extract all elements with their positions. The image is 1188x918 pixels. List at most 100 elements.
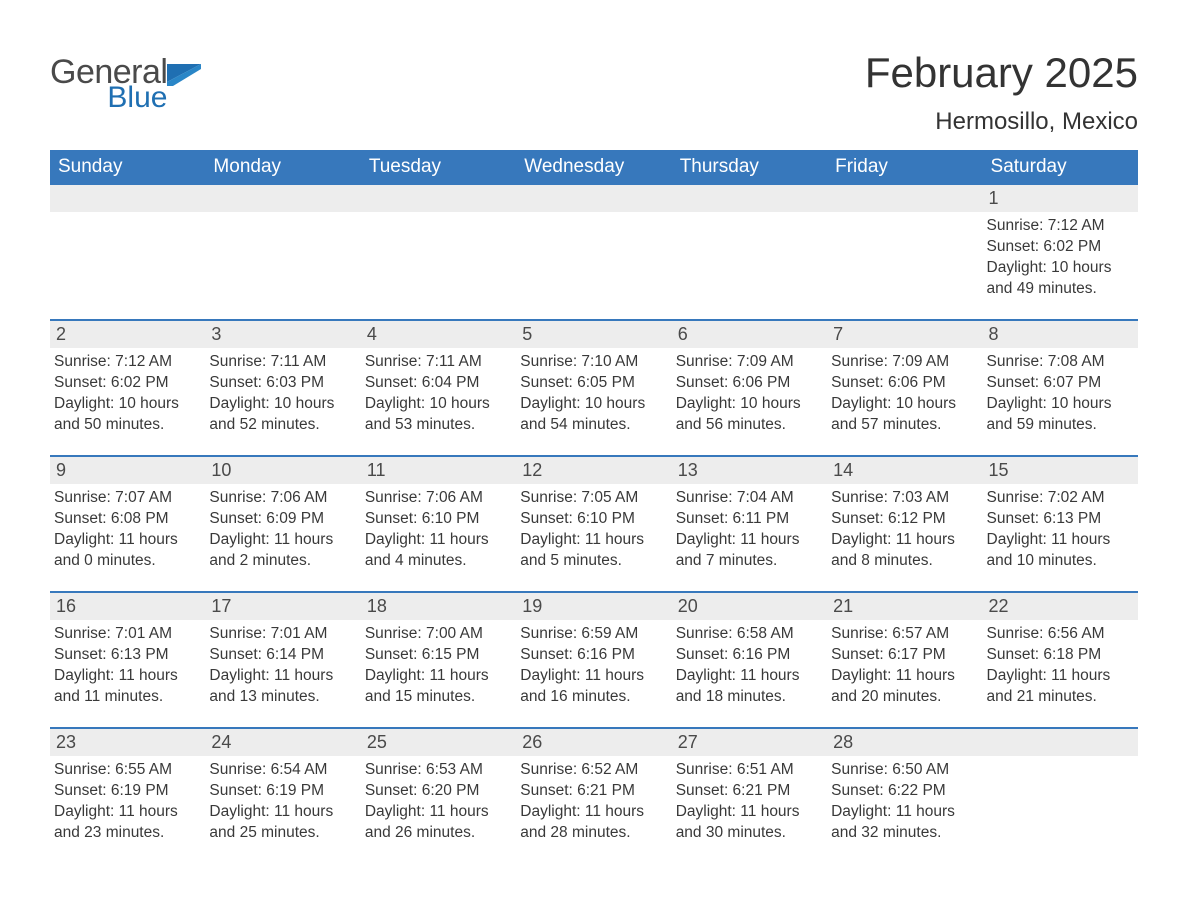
day-details: Sunrise: 7:12 AMSunset: 6:02 PMDaylight:…: [983, 212, 1138, 300]
sunrise-line: Sunrise: 7:02 AM: [987, 488, 1132, 509]
sunrise-line: Sunrise: 6:55 AM: [54, 760, 199, 781]
sunset-line: Sunset: 6:11 PM: [676, 509, 821, 530]
day-number: [827, 185, 982, 212]
day-number: 12: [516, 457, 671, 484]
day-cell: 26Sunrise: 6:52 AMSunset: 6:21 PMDayligh…: [516, 729, 671, 849]
sunrise-line: Sunrise: 6:54 AM: [209, 760, 354, 781]
day-number: 14: [827, 457, 982, 484]
sunset-line: Sunset: 6:05 PM: [520, 373, 665, 394]
location-label: Hermosillo, Mexico: [865, 108, 1138, 136]
sunrise-line: Sunrise: 7:00 AM: [365, 624, 510, 645]
day-cell: [205, 185, 360, 305]
sunrise-line: Sunrise: 7:12 AM: [987, 216, 1132, 237]
day-cell: 23Sunrise: 6:55 AMSunset: 6:19 PMDayligh…: [50, 729, 205, 849]
daylight-line-2: and 30 minutes.: [676, 823, 821, 844]
day-number: 8: [983, 321, 1138, 348]
day-number: 20: [672, 593, 827, 620]
day-details: Sunrise: 7:06 AMSunset: 6:09 PMDaylight:…: [205, 484, 360, 572]
day-details: Sunrise: 7:03 AMSunset: 6:12 PMDaylight:…: [827, 484, 982, 572]
daylight-line-2: and 28 minutes.: [520, 823, 665, 844]
day-details: Sunrise: 7:10 AMSunset: 6:05 PMDaylight:…: [516, 348, 671, 436]
week-row: 9Sunrise: 7:07 AMSunset: 6:08 PMDaylight…: [50, 455, 1138, 577]
daylight-line-2: and 59 minutes.: [987, 415, 1132, 436]
dow-cell: Friday: [827, 150, 982, 185]
daylight-line-1: Daylight: 10 hours: [209, 394, 354, 415]
day-details: Sunrise: 6:50 AMSunset: 6:22 PMDaylight:…: [827, 756, 982, 844]
sunrise-line: Sunrise: 7:09 AM: [831, 352, 976, 373]
day-number: [361, 185, 516, 212]
sunrise-line: Sunrise: 7:05 AM: [520, 488, 665, 509]
day-number: 6: [672, 321, 827, 348]
daylight-line-1: Daylight: 11 hours: [54, 802, 199, 823]
day-number: 5: [516, 321, 671, 348]
day-details: Sunrise: 6:56 AMSunset: 6:18 PMDaylight:…: [983, 620, 1138, 708]
daylight-line-2: and 23 minutes.: [54, 823, 199, 844]
day-details: Sunrise: 6:51 AMSunset: 6:21 PMDaylight:…: [672, 756, 827, 844]
daylight-line-1: Daylight: 10 hours: [676, 394, 821, 415]
sunset-line: Sunset: 6:09 PM: [209, 509, 354, 530]
daylight-line-2: and 54 minutes.: [520, 415, 665, 436]
day-cell: 7Sunrise: 7:09 AMSunset: 6:06 PMDaylight…: [827, 321, 982, 441]
daylight-line-1: Daylight: 10 hours: [987, 394, 1132, 415]
sunrise-line: Sunrise: 7:01 AM: [209, 624, 354, 645]
day-details: Sunrise: 6:59 AMSunset: 6:16 PMDaylight:…: [516, 620, 671, 708]
daylight-line-2: and 52 minutes.: [209, 415, 354, 436]
day-number: 4: [361, 321, 516, 348]
sunset-line: Sunset: 6:10 PM: [365, 509, 510, 530]
daylight-line-2: and 20 minutes.: [831, 687, 976, 708]
daylight-line-2: and 4 minutes.: [365, 551, 510, 572]
daylight-line-1: Daylight: 11 hours: [831, 802, 976, 823]
brand-text: General Blue: [50, 58, 167, 110]
day-details: Sunrise: 7:07 AMSunset: 6:08 PMDaylight:…: [50, 484, 205, 572]
daylight-line-2: and 0 minutes.: [54, 551, 199, 572]
daylight-line-1: Daylight: 11 hours: [520, 666, 665, 687]
day-cell: 19Sunrise: 6:59 AMSunset: 6:16 PMDayligh…: [516, 593, 671, 713]
day-cell: 16Sunrise: 7:01 AMSunset: 6:13 PMDayligh…: [50, 593, 205, 713]
sunrise-line: Sunrise: 6:59 AM: [520, 624, 665, 645]
sunset-line: Sunset: 6:02 PM: [987, 237, 1132, 258]
daylight-line-1: Daylight: 11 hours: [520, 802, 665, 823]
day-number: 21: [827, 593, 982, 620]
day-cell: [672, 185, 827, 305]
day-cell: 5Sunrise: 7:10 AMSunset: 6:05 PMDaylight…: [516, 321, 671, 441]
sunset-line: Sunset: 6:18 PM: [987, 645, 1132, 666]
day-number: 2: [50, 321, 205, 348]
day-cell: 13Sunrise: 7:04 AMSunset: 6:11 PMDayligh…: [672, 457, 827, 577]
day-cell: 11Sunrise: 7:06 AMSunset: 6:10 PMDayligh…: [361, 457, 516, 577]
sunrise-line: Sunrise: 7:01 AM: [54, 624, 199, 645]
day-number: 16: [50, 593, 205, 620]
day-number: 24: [205, 729, 360, 756]
sunset-line: Sunset: 6:21 PM: [676, 781, 821, 802]
sunrise-line: Sunrise: 6:58 AM: [676, 624, 821, 645]
daylight-line-1: Daylight: 10 hours: [365, 394, 510, 415]
day-cell: 21Sunrise: 6:57 AMSunset: 6:17 PMDayligh…: [827, 593, 982, 713]
sunrise-line: Sunrise: 7:12 AM: [54, 352, 199, 373]
daylight-line-1: Daylight: 11 hours: [365, 802, 510, 823]
sunrise-line: Sunrise: 6:51 AM: [676, 760, 821, 781]
daylight-line-1: Daylight: 11 hours: [365, 666, 510, 687]
sunrise-line: Sunrise: 7:07 AM: [54, 488, 199, 509]
sunset-line: Sunset: 6:08 PM: [54, 509, 199, 530]
dow-cell: Saturday: [983, 150, 1138, 185]
sunset-line: Sunset: 6:21 PM: [520, 781, 665, 802]
day-details: Sunrise: 7:05 AMSunset: 6:10 PMDaylight:…: [516, 484, 671, 572]
day-number: 3: [205, 321, 360, 348]
day-number: 19: [516, 593, 671, 620]
day-details: Sunrise: 7:09 AMSunset: 6:06 PMDaylight:…: [827, 348, 982, 436]
day-number: 26: [516, 729, 671, 756]
daylight-line-1: Daylight: 10 hours: [520, 394, 665, 415]
sunrise-line: Sunrise: 6:53 AM: [365, 760, 510, 781]
daylight-line-1: Daylight: 11 hours: [54, 666, 199, 687]
day-number: 13: [672, 457, 827, 484]
dow-cell: Monday: [205, 150, 360, 185]
daylight-line-2: and 16 minutes.: [520, 687, 665, 708]
day-cell: 15Sunrise: 7:02 AMSunset: 6:13 PMDayligh…: [983, 457, 1138, 577]
daylight-line-2: and 5 minutes.: [520, 551, 665, 572]
daylight-line-1: Daylight: 11 hours: [209, 530, 354, 551]
day-cell: 2Sunrise: 7:12 AMSunset: 6:02 PMDaylight…: [50, 321, 205, 441]
sunrise-line: Sunrise: 7:11 AM: [209, 352, 354, 373]
daylight-line-2: and 49 minutes.: [987, 279, 1132, 300]
day-number: 7: [827, 321, 982, 348]
day-details: Sunrise: 7:06 AMSunset: 6:10 PMDaylight:…: [361, 484, 516, 572]
day-details: Sunrise: 7:04 AMSunset: 6:11 PMDaylight:…: [672, 484, 827, 572]
